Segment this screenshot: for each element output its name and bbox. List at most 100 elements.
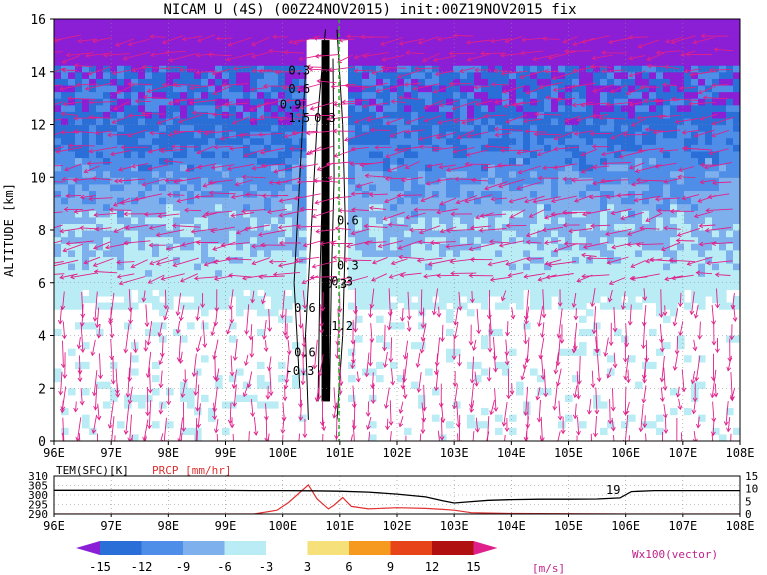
heat-cell [159,289,167,297]
heat-cell [593,45,601,53]
heat-cell [96,58,104,66]
wind-vector [125,404,130,435]
heat-cell [432,289,440,297]
heat-cell [516,104,524,112]
heat-cell [705,58,713,66]
wind-vector-head [350,340,356,345]
heat-cell [579,104,587,112]
heat-cell [208,104,216,112]
heat-cell [68,78,76,86]
heat-cell [194,104,202,112]
heat-cell [474,421,482,429]
heat-cell [159,51,167,60]
wind-vector [663,403,667,418]
heat-cell [194,295,202,304]
wind-vector [111,416,115,441]
heat-cell [250,183,258,192]
heat-cell [642,58,650,66]
heat-cell [166,302,174,310]
heat-cell [187,45,195,53]
heat-cell [89,243,97,251]
heat-cell [117,32,125,40]
heat-cell [117,170,125,178]
heat-cell [75,322,83,330]
contour-core [321,40,330,402]
wind-vector-head [523,339,529,345]
heat-cell [96,78,104,86]
heat-cell [579,131,587,139]
heat-cell [187,65,195,73]
heat-cell [488,38,496,46]
heat-cell [614,91,622,99]
heat-cell [712,71,720,79]
heat-cell [355,157,363,165]
heat-cell [705,223,713,231]
heat-cell [579,144,587,152]
heat-cell [656,124,664,132]
heat-cell [229,203,237,211]
wind-vector-head [641,321,647,327]
heat-cell [103,276,111,284]
heat-cell [229,322,237,330]
heat-cell [306,32,314,40]
wind-vector [351,339,356,369]
heat-cell [54,111,62,119]
heat-cell [131,131,139,139]
heat-cell [565,78,573,86]
heat-cell [649,276,657,284]
heat-cell [348,124,356,132]
heat-cell [82,295,90,304]
heat-cell [663,19,671,27]
heat-cell [96,25,104,33]
heat-cell [656,236,664,244]
heat-cell [299,170,307,178]
heat-cell [656,51,664,60]
heat-cell [551,144,559,152]
heat-cell [250,19,258,27]
heat-cell [705,78,713,86]
heat-cell [495,328,503,337]
heat-cell [194,236,202,244]
heat-cell [565,282,573,290]
heat-cell [166,190,174,198]
heat-cell [264,249,272,257]
heat-cell [579,203,587,211]
heat-cell [397,19,405,27]
heat-cell [145,282,153,290]
heat-cell [439,131,447,139]
heat-cell [355,32,363,40]
heat-cell [509,71,517,79]
heat-cell [250,170,258,178]
heat-cell [348,322,356,330]
heat-cell [180,19,188,27]
heat-cell [299,19,307,27]
heat-cell [635,84,643,93]
heat-cell [516,111,524,119]
heat-cell [432,256,440,264]
heat-cell [523,98,531,106]
heat-cell [495,164,503,172]
heat-cell [656,78,664,86]
heat-cell [551,117,559,126]
heat-cell [411,104,419,112]
heat-cell [432,230,440,238]
heat-cell [348,394,356,403]
heat-cell [145,38,153,46]
heat-cell [159,203,167,211]
heat-cell [733,19,740,27]
heat-cell [663,131,671,139]
heat-cell [54,282,62,290]
heat-cell [719,131,727,139]
heat-cell [82,177,90,185]
heat-cell [635,144,643,152]
heat-cell [712,157,720,165]
wind-vector [91,339,96,356]
heat-cell [222,124,230,132]
heat-cell [607,256,615,264]
heat-cell [96,131,104,139]
heat-cell [642,78,650,86]
heat-cell [82,282,90,290]
wind-vector [624,386,627,415]
heat-cell [537,256,545,264]
heat-cell [54,124,62,132]
